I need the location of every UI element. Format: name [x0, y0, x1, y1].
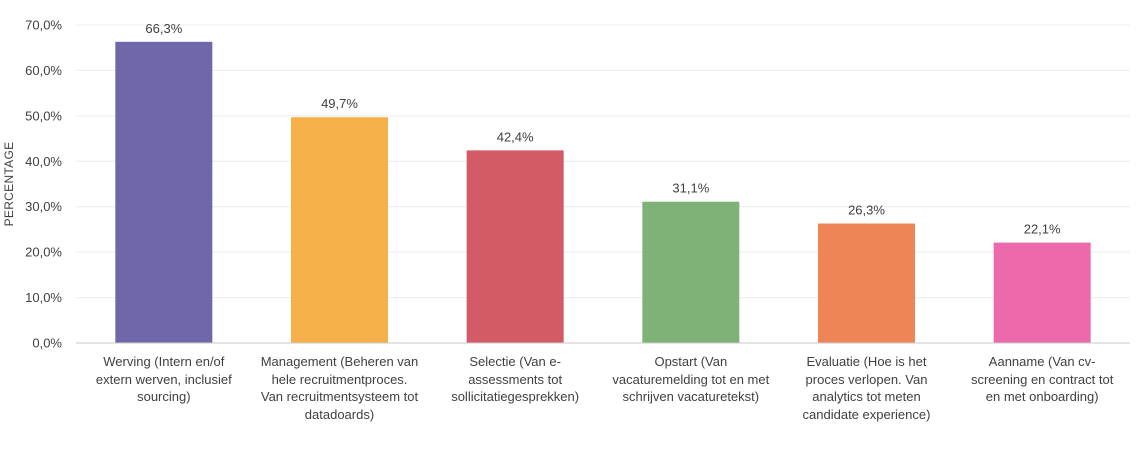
y-axis-label: PERCENTAGE: [2, 142, 16, 227]
y-axis-ticks: 0,0% 10,0% 20,0% 30,0% 40,0% 50,0% 60,0% 70,0%: [25, 18, 62, 351]
data-label: 31,1%: [672, 181, 709, 196]
data-label: 49,7%: [321, 96, 358, 111]
bar: [993, 242, 1091, 343]
bar: [642, 201, 740, 343]
bar: [115, 41, 213, 344]
x-tick-label: Management (Beheren van hele recruitment…: [260, 354, 419, 422]
y-tick-label: 20,0%: [25, 245, 62, 260]
bar: [818, 223, 915, 343]
bar: [291, 117, 388, 343]
data-label: 22,1%: [1024, 222, 1061, 237]
x-tick-label: Werving (Intern en/of extern werven, inc…: [95, 354, 232, 404]
x-tick-label: Evaluatie (Hoe is het proces verlopen. V…: [802, 354, 931, 422]
x-tick-label: Aanname (Van cv-screening en contract to…: [970, 354, 1114, 404]
y-tick-label: 10,0%: [25, 290, 62, 305]
x-tick-label: Opstart (Van vacaturemelding tot en met …: [612, 354, 770, 404]
x-tick-label: Selectie (Van e-assessments tot sollicit…: [451, 354, 580, 404]
data-label: 42,4%: [497, 129, 534, 144]
bar: [466, 150, 564, 343]
data-label: 26,3%: [848, 203, 885, 218]
y-tick-label: 0,0%: [32, 336, 62, 351]
bars: [115, 41, 1091, 344]
y-tick-label: 50,0%: [25, 108, 62, 123]
y-tick-label: 60,0%: [25, 63, 62, 78]
y-tick-label: 30,0%: [25, 199, 62, 214]
data-label: 66,3%: [145, 21, 182, 36]
data-labels: 66,3% 49,7% 42,4% 31,1% 26,3% 22,1%: [145, 21, 1061, 237]
y-tick-label: 40,0%: [25, 154, 62, 169]
gridlines: [76, 24, 1130, 299]
y-tick-label: 70,0%: [25, 18, 62, 33]
